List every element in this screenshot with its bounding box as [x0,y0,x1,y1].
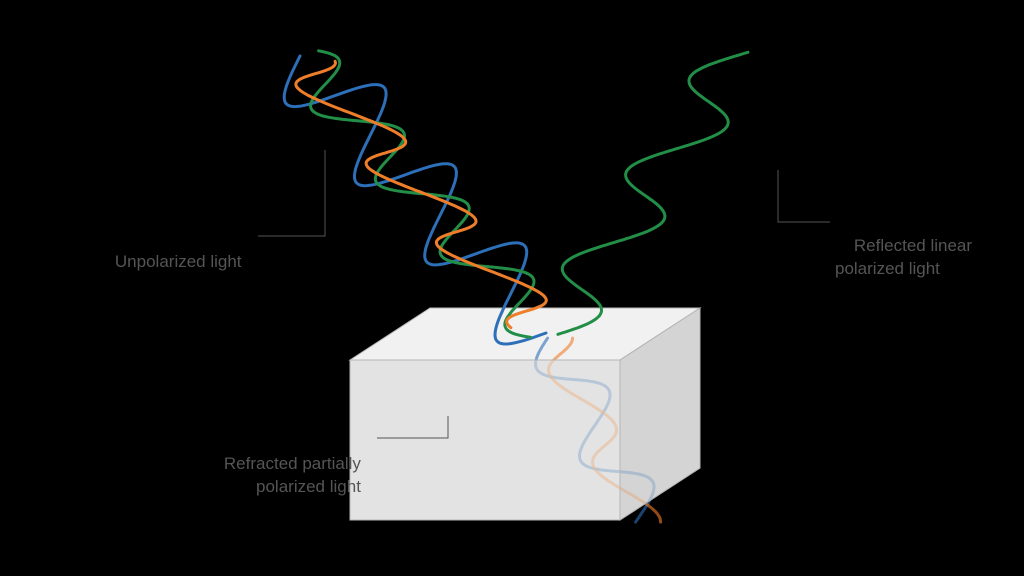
label-reflected: Reflected linear polarized light [835,212,972,304]
label-refracted-text: Refracted partially polarized light [224,454,361,496]
label-unpolarized-text: Unpolarized light [115,252,242,271]
incident-waves [284,51,546,344]
reflected-wave [558,52,748,334]
label-reflected-text: Reflected linear polarized light [835,236,972,278]
diagram-stage: Unpolarized light Reflected linear polar… [0,0,1024,576]
label-refracted: Refracted partially polarized light [205,430,361,522]
label-unpolarized: Unpolarized light [96,228,242,297]
